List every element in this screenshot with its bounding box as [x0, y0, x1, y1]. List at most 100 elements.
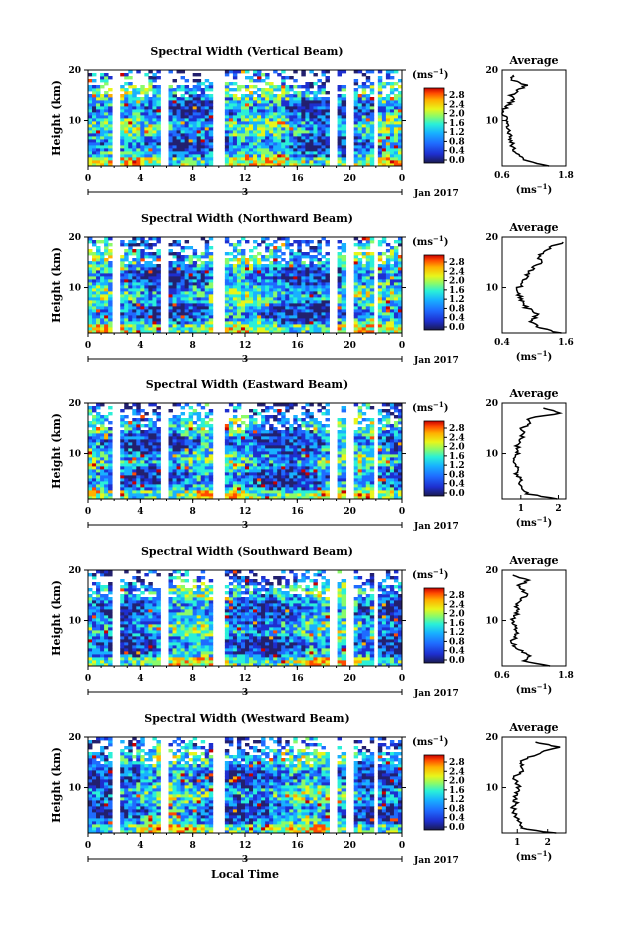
heatmap-cell [185, 270, 189, 273]
heatmap-cell [197, 130, 201, 133]
heatmap-cell [370, 157, 374, 160]
heatmap-cell [386, 76, 390, 79]
heatmap-cells [88, 237, 402, 333]
heatmap-cell [173, 261, 177, 264]
heatmap-cell [136, 403, 140, 406]
heatmap-cell [173, 297, 177, 300]
heatmap-cell [233, 291, 237, 294]
heatmap-cell [317, 261, 321, 264]
heatmap-cell [297, 243, 301, 246]
heatmap-cell [265, 309, 269, 312]
heatmap-cell [229, 154, 233, 157]
heatmap-cell [140, 424, 144, 427]
heatmap-cell [197, 258, 201, 261]
heatmap-cell [253, 487, 257, 490]
heatmap-cell [269, 303, 273, 306]
heatmap-cell [88, 79, 92, 82]
heatmap-cell [281, 142, 285, 145]
heatmap-cell [185, 421, 189, 424]
heatmap-cell [209, 273, 213, 276]
heatmap-cell [169, 97, 173, 100]
heatmap-cell [88, 142, 92, 145]
heatmap-cell [148, 309, 152, 312]
heatmap-cell [92, 291, 96, 294]
heatmap-cell [88, 121, 92, 124]
heatmap-cell [177, 157, 181, 160]
heatmap-cell [148, 493, 152, 496]
heatmap-cell [104, 91, 108, 94]
heatmap-cell [358, 127, 362, 130]
heatmap-cell [269, 282, 273, 285]
heatmap-cell [152, 409, 156, 412]
heatmap-cell [181, 297, 185, 300]
heatmap-cell [249, 249, 253, 252]
heatmap-cell [169, 484, 173, 487]
heatmap-cell [370, 133, 374, 136]
heatmap-cell [177, 475, 181, 478]
heatmap-cell [100, 493, 104, 496]
heatmap-cell [92, 439, 96, 442]
heatmap-cell [382, 100, 386, 103]
heatmap-cell [156, 154, 160, 157]
heatmap-cell [92, 127, 96, 130]
heatmap-cell [305, 109, 309, 112]
heatmap-cell [148, 273, 152, 276]
heatmap-cell [249, 469, 253, 472]
heatmap-cell [108, 112, 112, 115]
heatmap-cell [156, 291, 160, 294]
heatmap-cell [277, 270, 281, 273]
heatmap-cell [88, 433, 92, 436]
heatmap-cell [241, 279, 245, 282]
heatmap-cell [225, 124, 229, 127]
heatmap-cell [261, 451, 265, 454]
heatmap-cell [197, 124, 201, 127]
heatmap-cell [386, 324, 390, 327]
heatmap-cell [185, 112, 189, 115]
heatmap-cell [124, 318, 128, 321]
heatmap-cell [132, 261, 136, 264]
heatmap-cell [104, 237, 108, 240]
heatmap-cell [144, 252, 148, 255]
heatmap-cell [289, 270, 293, 273]
heatmap-cell [321, 73, 325, 76]
heatmap-cell [289, 273, 293, 276]
colorbar-tick-label: 1.2 [449, 295, 465, 305]
heatmap-cell [189, 255, 193, 258]
heatmap-cell [245, 475, 249, 478]
heatmap-cell [358, 148, 362, 151]
heatmap-cell [152, 157, 156, 160]
heatmap-cell [209, 124, 213, 127]
heatmap-cell [205, 415, 209, 418]
heatmap-cell [177, 303, 181, 306]
heatmap-cell [241, 124, 245, 127]
heatmap-cell [92, 88, 96, 91]
heatmap-cell [313, 94, 317, 97]
heatmap-cell [185, 427, 189, 430]
heatmap-cell [173, 255, 177, 258]
heatmap-cell [378, 121, 382, 124]
heatmap-cell [140, 318, 144, 321]
heatmap-cell [354, 258, 358, 261]
heatmap-cell [253, 463, 257, 466]
heatmap-cell [241, 133, 245, 136]
heatmap-cell [140, 255, 144, 258]
heatmap-cell [205, 85, 209, 88]
heatmap-cell [201, 288, 205, 291]
heatmap-cell [394, 139, 398, 142]
heatmap-cell [96, 427, 100, 430]
heatmap-cell [189, 88, 193, 91]
heatmap-cell [136, 324, 140, 327]
heatmap-cell [185, 436, 189, 439]
heatmap-cell [265, 469, 269, 472]
heatmap-cell [253, 127, 257, 130]
heatmap-cell [249, 139, 253, 142]
heatmap-cell [177, 442, 181, 445]
heatmap-cell [321, 91, 325, 94]
heatmap-cell [289, 249, 293, 252]
heatmap-cell [181, 309, 185, 312]
heatmap-cell [181, 118, 185, 121]
heatmap-cell [104, 478, 108, 481]
heatmap-cell [265, 324, 269, 327]
heatmap-cell [96, 418, 100, 421]
heatmap-cell [92, 484, 96, 487]
